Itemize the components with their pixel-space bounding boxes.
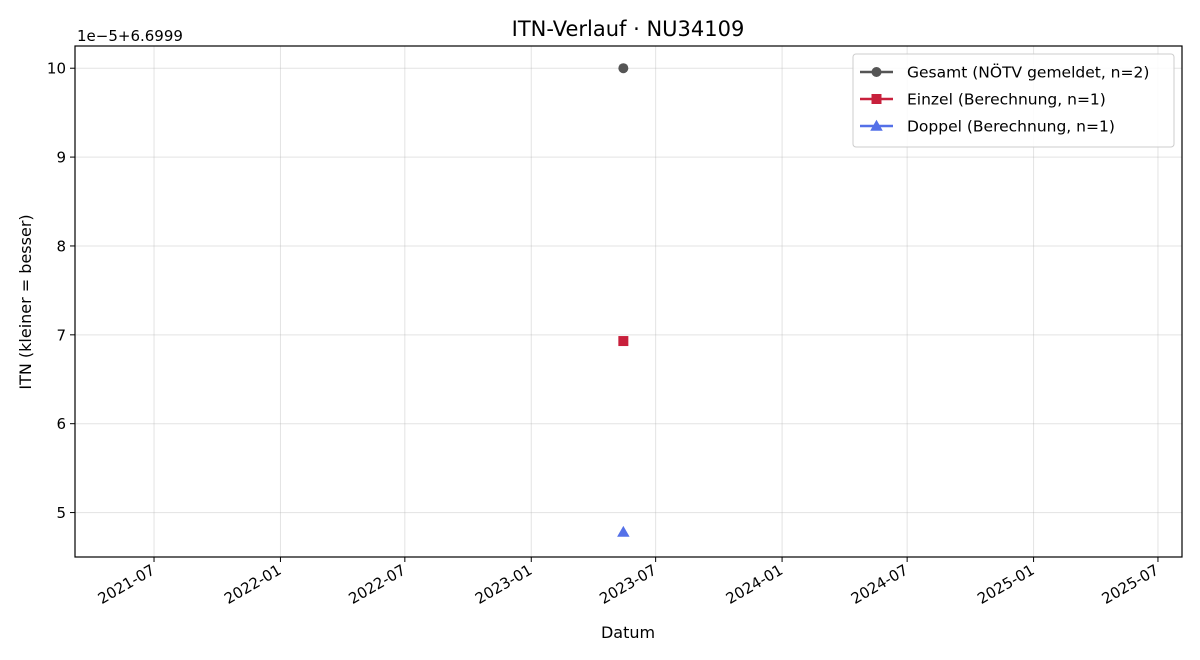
y-axis-offset-label: 1e−5+6.6999 [77,27,183,45]
y-tick-label: 8 [56,237,66,255]
x-axis-ticks: 2021-07 2022-01 2022-07 2023-01 2023-07 2024-… [95,557,1162,608]
y-axis-label: ITN (kleiner = besser) [16,214,35,389]
y-tick-label: 7 [56,326,66,344]
x-tick-label: 2025-01 [974,561,1037,608]
chart-title: ITN-Verlauf · NU34109 [512,17,745,41]
legend-marker-circle [871,67,882,77]
x-tick-label: 2024-07 [848,561,911,608]
x-tick-label: 2023-01 [472,561,535,608]
x-tick-label: 2021-07 [95,561,158,608]
legend-label: Einzel (Berechnung, n=1) [907,91,1106,109]
y-tick-label: 6 [56,415,66,433]
y-tick-label: 9 [56,149,66,167]
legend-label: Doppel (Berechnung, n=1) [907,118,1115,136]
legend-label: Gesamt (NÖTV gemeldet, n=2) [907,63,1149,82]
y-axis-ticks: 5 6 7 8 9 10 [47,60,75,522]
x-tick-label: 2025-07 [1099,561,1162,608]
data-point-circle [618,63,629,74]
y-tick-label: 5 [56,504,66,522]
grid-lines [75,46,1182,557]
legend-box [852,53,1175,148]
x-tick-label: 2022-07 [346,561,409,608]
x-axis-label: Datum [601,623,655,642]
legend-marker-triangle [870,119,883,131]
data-points [617,63,630,537]
x-tick-label: 2022-01 [221,561,284,608]
x-tick-label: 2024-01 [723,561,786,608]
legend-marker-square [871,94,882,104]
x-tick-label: 2023-07 [596,561,659,608]
data-point-triangle [617,525,630,537]
y-tick-label: 10 [47,60,66,78]
data-point-square [618,336,629,347]
plot-area-frame [74,45,1183,558]
legend: Gesamt (NÖTV gemeldet, n=2) Einzel (Berec… [852,53,1175,148]
